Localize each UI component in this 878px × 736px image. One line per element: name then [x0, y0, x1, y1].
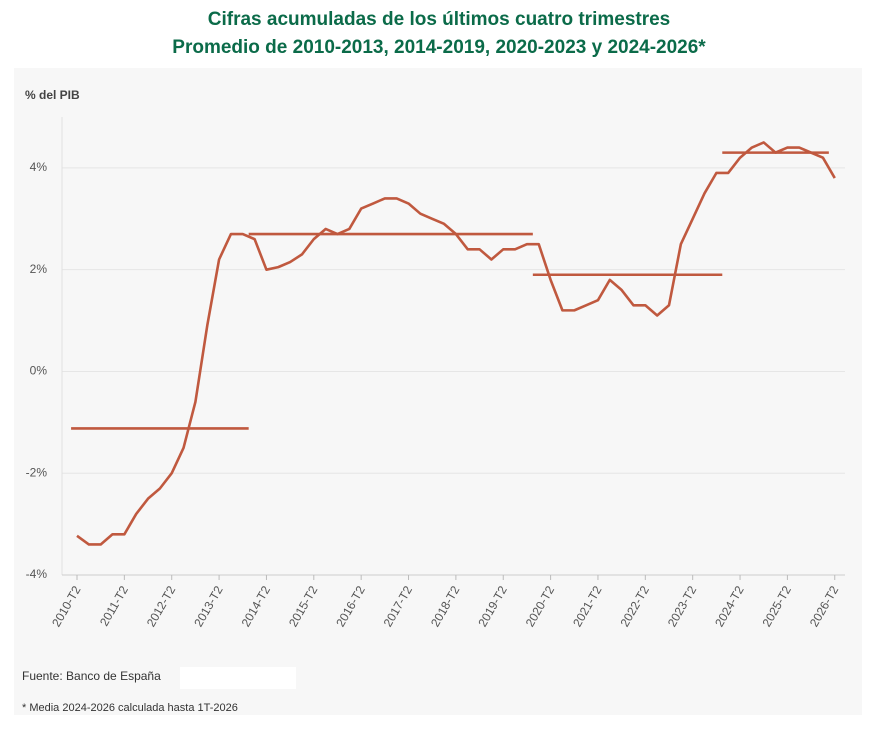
chart-background [14, 68, 862, 715]
y-tick-label: 4% [30, 160, 48, 174]
y-tick-label: -2% [26, 465, 48, 479]
y-tick-label: -4% [26, 567, 48, 581]
y-axis-label: % del PIB [25, 88, 80, 102]
blank-box [180, 667, 296, 689]
y-tick-label: 0% [30, 364, 48, 378]
source: Fuente: Banco de España [22, 669, 161, 683]
chart-subtitle: Promedio de 2010-2013, 2014-2019, 2020-2… [172, 37, 706, 58]
note: * Media 2024-2026 calculada hasta 1T-202… [22, 702, 238, 714]
chart-title: Cifras acumuladas de los últimos cuatro … [208, 9, 671, 30]
y-tick-label: 2% [30, 262, 48, 276]
